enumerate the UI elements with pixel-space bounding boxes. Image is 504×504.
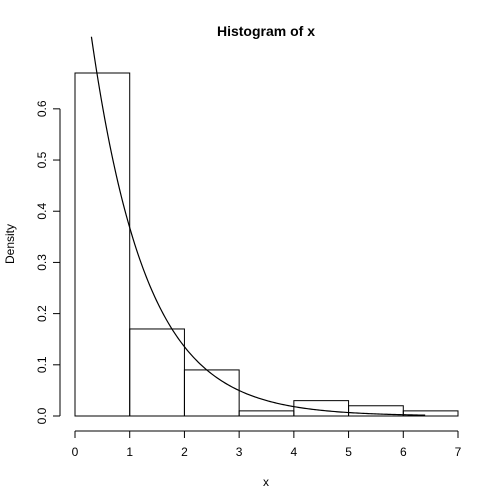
chart-title: Histogram of x [217,23,315,39]
x-tick-label-4: 4 [291,445,298,459]
x-tick-label-0: 0 [72,445,79,459]
histogram-bar-1 [74,72,131,417]
y-tick-label-3: 0.3 [35,254,49,271]
x-tick-label-5: 5 [345,445,352,459]
y-tick-label-0: 0.0 [35,407,49,424]
y-tick-label-5: 0.5 [35,151,49,168]
y-axis: 0.0 0.1 0.2 0.3 0.4 0.5 0.6 [35,100,61,424]
x-tick-label-7: 7 [455,445,462,459]
y-tick-label-6: 0.6 [35,100,49,117]
y-tick-label-2: 0.2 [35,305,49,322]
x-axis-label: x [263,475,269,489]
x-tick-label-3: 3 [236,445,243,459]
density-curve-line [90,36,426,416]
density-curve-group [90,36,426,416]
histogram-bar-7 [402,410,459,417]
histogram-bar-3 [183,369,240,417]
y-tick-label-1: 0.1 [35,356,49,373]
x-axis: 0 1 2 3 4 5 6 7 [72,430,462,459]
x-tick-label-2: 2 [181,445,188,459]
x-tick-label-1: 1 [126,445,133,459]
y-axis-label: Density [3,224,17,264]
histogram-bars [74,72,459,417]
y-tick-label-4: 0.4 [35,203,49,220]
x-tick-label-6: 6 [400,445,407,459]
